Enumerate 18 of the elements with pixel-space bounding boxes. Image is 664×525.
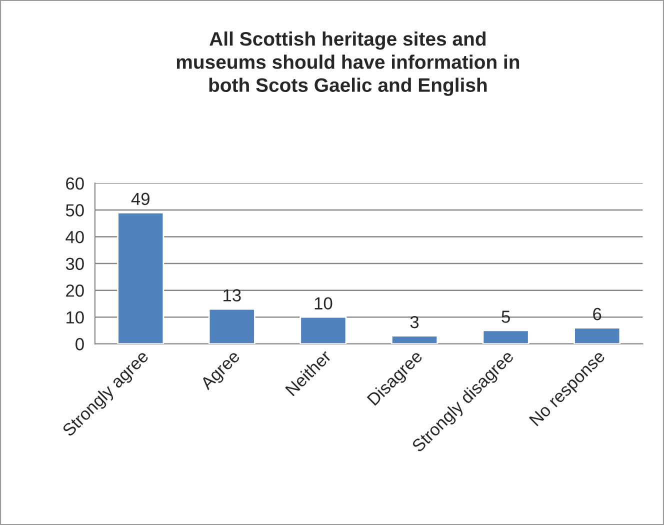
bar [117, 212, 164, 344]
bar [574, 327, 621, 344]
y-tick-label: 60 [66, 177, 84, 190]
y-tick-label: 30 [66, 258, 84, 270]
data-label: 13 [224, 289, 241, 302]
bar [208, 308, 256, 344]
bar [482, 330, 530, 344]
y-tick-label: 20 [66, 284, 84, 297]
data-label: 49 [131, 192, 150, 206]
bar [390, 335, 438, 344]
y-tick-label: 0 [76, 338, 84, 350]
y-tick-label: 50 [66, 204, 84, 216]
data-label: 3 [410, 316, 419, 328]
chart-title: All Scottish heritage sites and museums should have information in both Scots Gaelic and English [176, 32, 520, 96]
y-tick-label: 40 [66, 230, 84, 244]
y-tick-label: 10 [66, 311, 84, 324]
bar [300, 316, 347, 344]
data-label: 10 [314, 297, 332, 310]
